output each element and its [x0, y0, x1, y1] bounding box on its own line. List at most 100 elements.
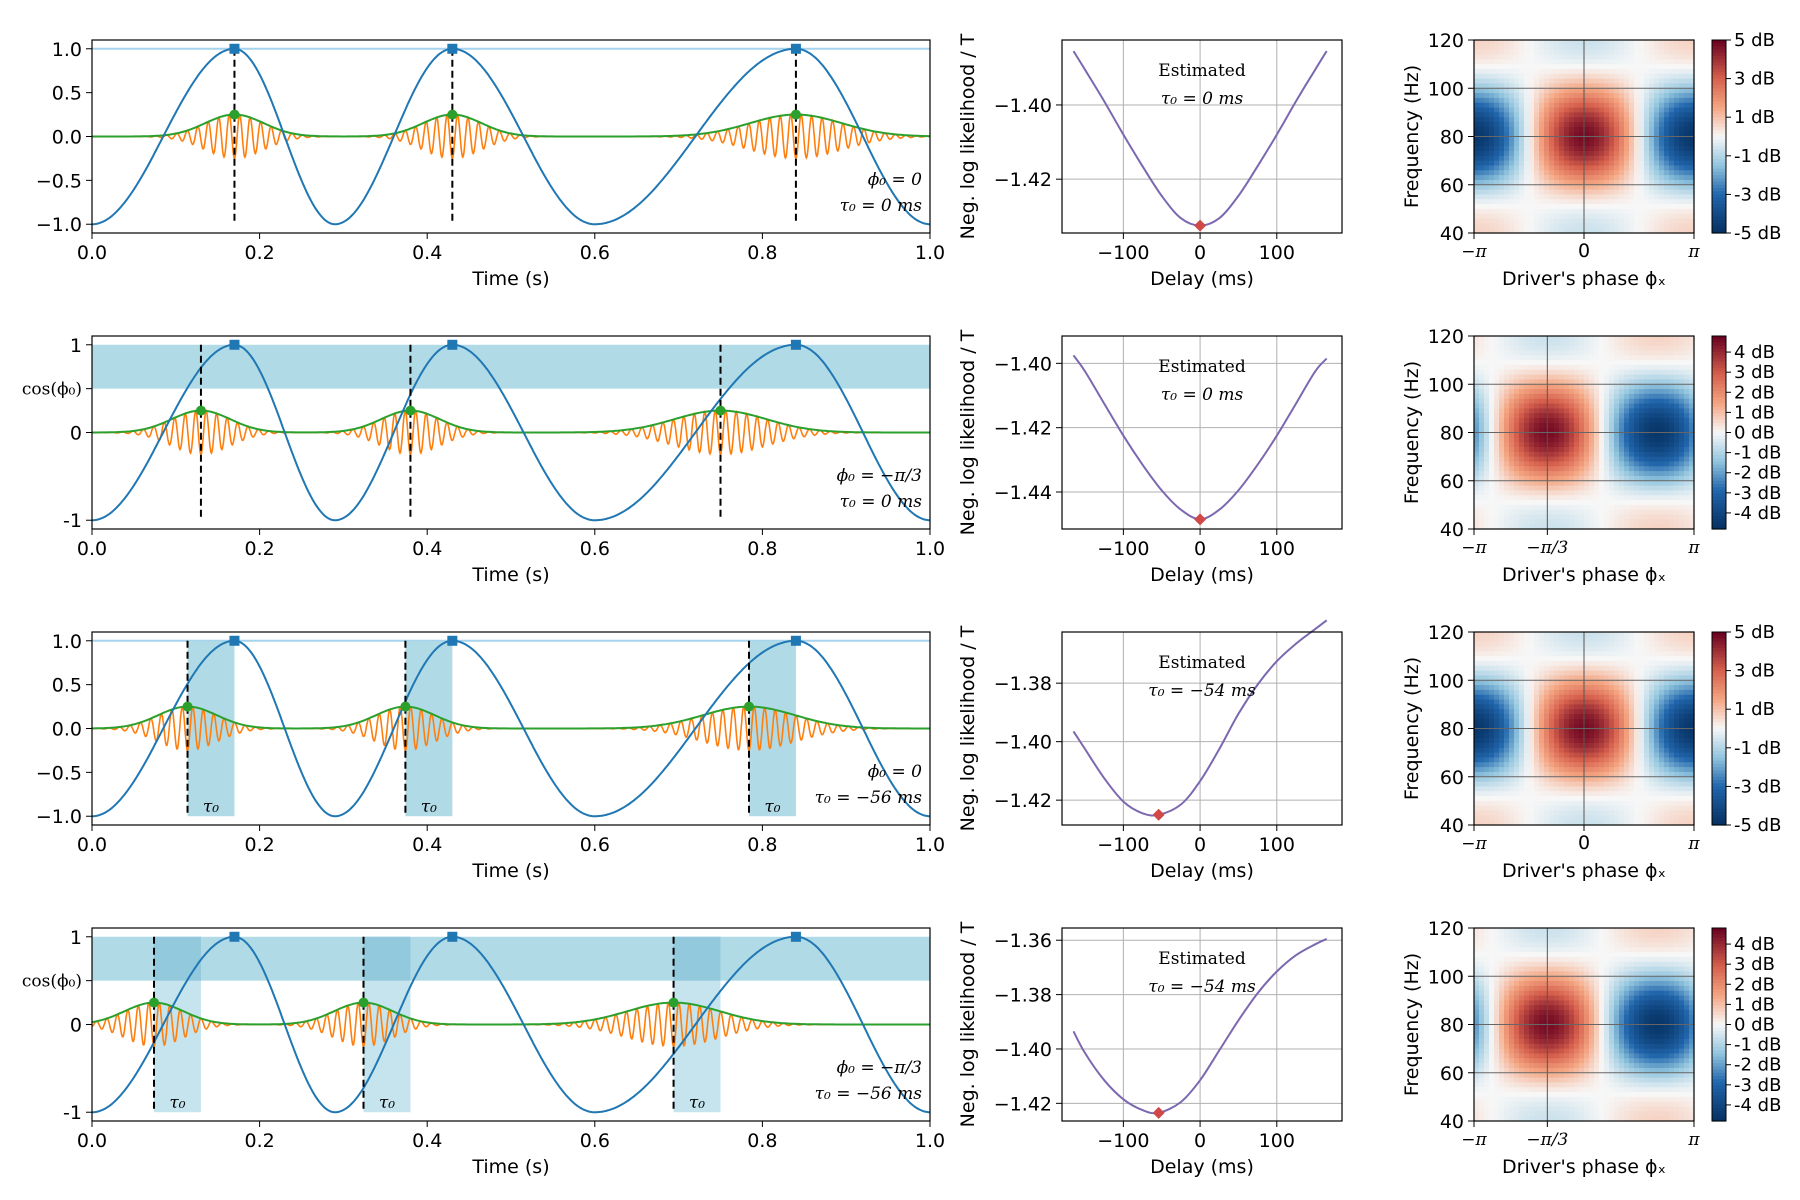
- heatmap-cell: [1684, 466, 1690, 472]
- heatmap-cell: [1479, 59, 1485, 65]
- colorbar-cell: [1712, 419, 1726, 424]
- heatmap-cell: [1534, 480, 1540, 487]
- heatmap-cell: [1644, 384, 1650, 390]
- heatmap-cell: [1554, 340, 1560, 347]
- heatmap-cell: [1524, 336, 1530, 342]
- heatmap-cell: [1609, 509, 1615, 516]
- heatmap-cell: [1649, 427, 1655, 434]
- heatmap-cell: [1599, 78, 1605, 85]
- heatmap-cell: [1679, 408, 1685, 414]
- heatmap-cell: [1669, 131, 1675, 138]
- heatmap-cell: [1549, 456, 1555, 463]
- heatmap-cell: [1674, 456, 1680, 463]
- heatmap-cell: [1569, 360, 1575, 366]
- heatmap-cell: [1544, 670, 1550, 677]
- heatmap-cell: [1534, 408, 1540, 414]
- heatmap-cell: [1549, 752, 1555, 759]
- heatmap-cell: [1519, 466, 1525, 472]
- heatmap-cell: [1604, 340, 1610, 347]
- heatmap-cell: [1509, 204, 1515, 210]
- heatmap-cell: [1624, 160, 1630, 167]
- colorbar-tick-label: -3 dB: [1734, 184, 1781, 205]
- heatmap-cell: [1629, 223, 1635, 229]
- heatmap-cell: [1489, 364, 1495, 371]
- heatmap-cell: [1544, 446, 1550, 453]
- heatmap-cell: [1659, 141, 1665, 147]
- heatmap-cell: [1554, 815, 1560, 821]
- heatmap-cell: [1559, 218, 1565, 224]
- heatmap-cell: [1544, 495, 1550, 501]
- heatmap-cell: [1514, 141, 1520, 147]
- heatmap-cell: [1559, 146, 1565, 152]
- heatmap-cell: [1519, 781, 1525, 787]
- heatmap-cell: [1484, 340, 1490, 347]
- heatmap-cell: [1624, 73, 1630, 80]
- colorbar-cell: [1712, 126, 1726, 131]
- heatmap-cell: [1569, 714, 1575, 720]
- heatmap-cell: [1569, 413, 1575, 419]
- heatmap-cell: [1604, 199, 1610, 205]
- heatmap-cell: [1624, 389, 1630, 395]
- heatmap-cell: [1534, 40, 1540, 46]
- heatmap-cell: [1664, 398, 1670, 405]
- heatmap-cell: [1479, 651, 1485, 657]
- heatmap-cell: [1529, 218, 1535, 224]
- heatmap-cell: [1564, 141, 1570, 147]
- heatmap-cell: [1524, 442, 1530, 448]
- heatmap-cell: [1684, 350, 1690, 356]
- heatmap-cell: [1629, 64, 1635, 70]
- heatmap-cell: [1639, 126, 1645, 133]
- heatmap-cell: [1514, 432, 1520, 438]
- heatmap-cell: [1524, 660, 1530, 667]
- heatmap-cell: [1504, 456, 1510, 463]
- heatmap-cell: [1559, 651, 1565, 657]
- heatmap-cell: [1549, 93, 1555, 99]
- heatmap-cell: [1484, 651, 1490, 657]
- heatmap-cell: [1554, 500, 1560, 506]
- heatmap-cell: [1659, 490, 1665, 496]
- heatmap-cell: [1579, 471, 1585, 477]
- heatmap-cell: [1604, 519, 1610, 525]
- heatmap-cell: [1524, 810, 1530, 816]
- heatmap-cell: [1514, 403, 1520, 409]
- heatmap-cell: [1664, 350, 1670, 356]
- heatmap-cell: [1649, 379, 1655, 385]
- heatmap-cell: [1519, 475, 1525, 482]
- heatmap-cell: [1599, 495, 1605, 501]
- heatmap-cell: [1604, 49, 1610, 56]
- heatmap-cell: [1674, 490, 1680, 496]
- x-axis-label: Delay (ms): [1150, 860, 1254, 882]
- heatmap-cell: [1589, 360, 1595, 366]
- heatmap-cell: [1474, 165, 1480, 171]
- heatmap-cell: [1524, 384, 1530, 390]
- heatmap-cell: [1619, 451, 1625, 458]
- heatmap-cell: [1519, 223, 1525, 229]
- heatmap-cell: [1679, 355, 1685, 361]
- heatmap-cell: [1564, 73, 1570, 80]
- heatmap-cell: [1509, 355, 1515, 361]
- heatmap-cell: [1659, 204, 1665, 210]
- heatmap-cell: [1589, 733, 1595, 739]
- heatmap-cell: [1589, 475, 1595, 482]
- heatmap-cell: [1574, 752, 1580, 759]
- heatmap-cell: [1489, 165, 1495, 171]
- heatmap-cell: [1509, 738, 1515, 744]
- colorbar-cell: [1712, 213, 1726, 218]
- heatmap-cell: [1599, 500, 1605, 506]
- heatmap-cell: [1594, 718, 1600, 725]
- heatmap-cell: [1489, 350, 1495, 356]
- heatmap-cell: [1529, 791, 1535, 797]
- heatmap-cell: [1669, 141, 1675, 147]
- heatmap-cell: [1554, 504, 1560, 511]
- heatmap-cell: [1689, 165, 1695, 171]
- heatmap-cell: [1569, 504, 1575, 511]
- heatmap-cell: [1489, 800, 1495, 807]
- heatmap-cell: [1619, 475, 1625, 482]
- heatmap-cell: [1584, 646, 1590, 652]
- heatmap-cell: [1679, 141, 1685, 147]
- heatmap-cell: [1634, 389, 1640, 395]
- heatmap-cell: [1669, 446, 1675, 453]
- heatmap-cell: [1524, 218, 1530, 224]
- heatmap-cell: [1479, 422, 1485, 429]
- heatmap-cell: [1494, 490, 1500, 496]
